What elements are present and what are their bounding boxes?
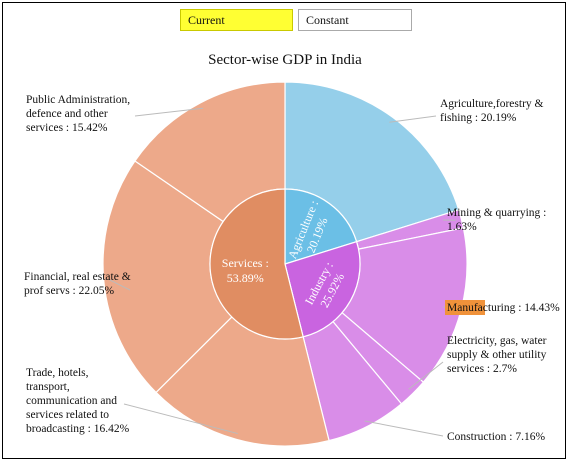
outer-label-electricity-gas-water-supply-other-utility-services: Electricity, gas, water supply & other ut… — [447, 335, 547, 375]
inner-label-services: Services :53.89% — [222, 256, 269, 285]
leader-line — [123, 403, 238, 435]
chart-frame — [2, 2, 566, 459]
outer-label-agriculture-forestry-fishing: Agriculture,forestry & fishing : 20.19% — [440, 98, 544, 124]
outer-label-manufacturing: Manufacturing : 14.43% — [447, 302, 560, 314]
leader-line — [134, 107, 204, 117]
outer-label-mining-quarrying: Mining & quarrying :1.63% — [447, 207, 546, 233]
manufacturing-highlight — [445, 300, 485, 315]
outer-label-financial-real-estate-prof-servs: Financial, real estate & prof servs : 22.… — [24, 271, 131, 297]
outer-label-construction: Construction : 7.16% — [447, 431, 545, 443]
tab-bar: Current Constant — [0, 9, 570, 31]
inner-slice-industry[interactable] — [284, 240, 361, 338]
outer-label-trade-hotels-transport-communication-and-services-related-to-broadcasting: Trade, hotels, transport, communication an… — [26, 367, 130, 435]
leader-line — [109, 279, 131, 291]
leader-line — [389, 115, 437, 123]
tab-current[interactable]: Current — [180, 9, 293, 31]
tab-constant[interactable]: Constant — [298, 9, 412, 31]
leader-line — [364, 420, 444, 437]
inner-slice-services[interactable] — [209, 188, 304, 340]
chart-title: Sector-wise GDP in India — [208, 52, 362, 68]
outer-label-public-administration-defence-and-other-services: Public Administration, defence and other s… — [26, 94, 130, 134]
leader-line — [408, 361, 444, 390]
inner-slice-agriculture[interactable] — [284, 188, 358, 265]
